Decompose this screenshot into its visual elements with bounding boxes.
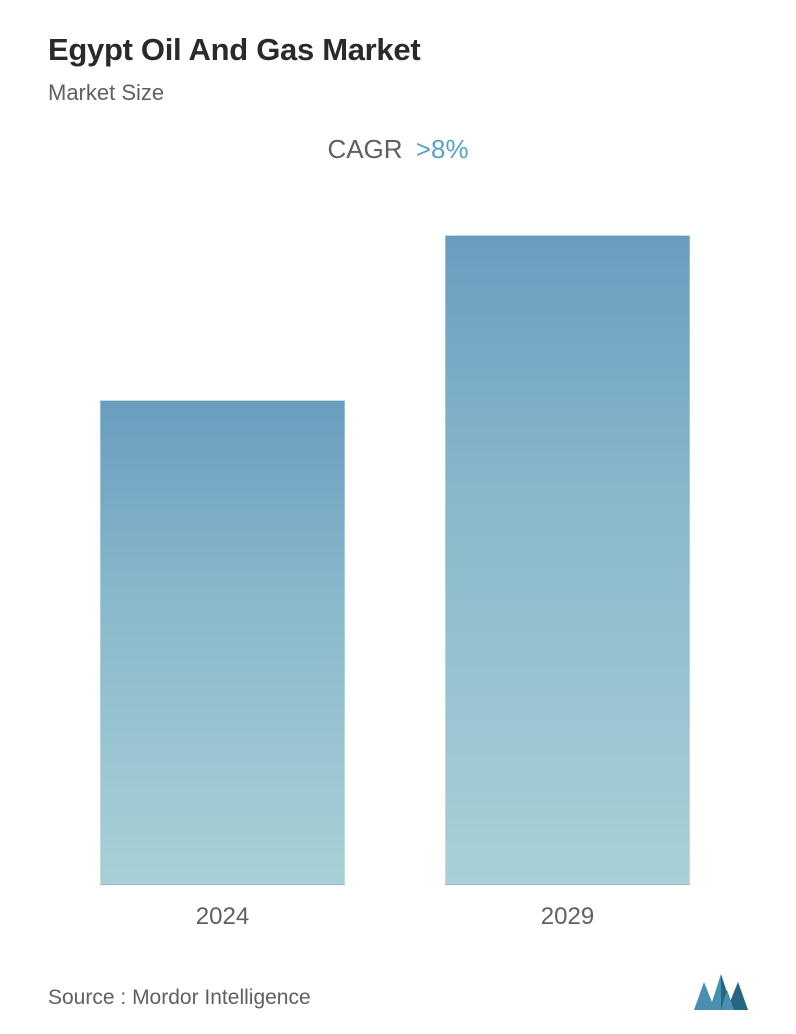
bar-label-2029: 2029 bbox=[468, 903, 668, 931]
source-attribution: Source : Mordor Intelligence bbox=[48, 986, 311, 1010]
source-label: Source : bbox=[48, 986, 126, 1009]
chart-subtitle: Market Size bbox=[48, 80, 748, 106]
cagr-value: >8% bbox=[416, 134, 469, 164]
cagr-label: CAGR bbox=[327, 134, 402, 164]
bar-2024 bbox=[100, 400, 345, 885]
cagr-indicator: CAGR >8% bbox=[0, 134, 796, 165]
bar-chart: 20242029 bbox=[0, 205, 796, 885]
source-name: Mordor Intelligence bbox=[132, 986, 311, 1009]
bar-label-2024: 2024 bbox=[123, 903, 323, 931]
mordor-logo-icon bbox=[694, 974, 748, 1010]
bar-2029 bbox=[445, 235, 690, 885]
chart-title: Egypt Oil And Gas Market bbox=[48, 32, 748, 68]
chart-footer: Source : Mordor Intelligence bbox=[48, 974, 748, 1010]
chart-header: Egypt Oil And Gas Market Market Size bbox=[0, 0, 796, 106]
